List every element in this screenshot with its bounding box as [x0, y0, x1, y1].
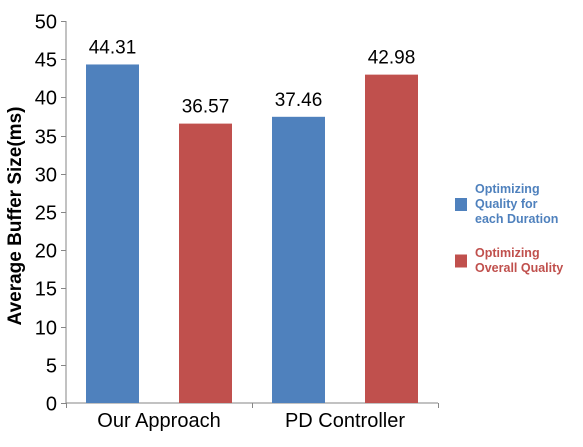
legend-item: Optimizing Overall Quality [455, 246, 563, 275]
x-category-label: Our Approach [97, 410, 220, 432]
legend-label: Optimizing Overall Quality [475, 246, 563, 275]
legend-label: Optimizing Quality for each Duration [475, 182, 558, 226]
y-tick-label: 0 [46, 394, 57, 416]
bar [86, 64, 139, 403]
bars [86, 64, 418, 404]
y-tick-label: 50 [35, 12, 57, 34]
y-tick-label: 45 [35, 50, 57, 72]
legend-swatch [455, 198, 467, 211]
bar [272, 116, 325, 403]
x-category-label: PD Controller [285, 410, 405, 432]
y-axis-ticks: 0 5 10 15 20 25 30 35 40 45 50 [35, 12, 66, 416]
x-axis-categories: Our Approach PD Controller [97, 410, 405, 432]
legend: Optimizing Quality for each Duration Optimi… [455, 182, 563, 275]
y-tick-label: 5 [46, 356, 57, 378]
y-tick-label: 20 [35, 241, 57, 263]
y-tick-label: 30 [35, 165, 57, 187]
value-labels: 44.31 36.57 37.46 42.98 [89, 37, 416, 117]
bar-value-label: 36.57 [182, 97, 230, 118]
y-tick-label: 10 [35, 318, 57, 340]
bar [179, 123, 232, 404]
legend-swatch [455, 254, 467, 268]
bar-value-label: 37.46 [275, 90, 323, 111]
y-tick-label: 25 [35, 203, 57, 225]
y-tick-label: 40 [35, 88, 57, 110]
legend-item: Optimizing Quality for each Duration [455, 182, 558, 226]
bar-value-label: 42.98 [368, 48, 416, 69]
y-tick-label: 15 [35, 279, 57, 301]
bar-value-label: 44.31 [89, 37, 137, 58]
bar [365, 74, 418, 403]
y-axis-title: Average Buffer Size(ms) [5, 107, 26, 326]
y-tick-label: 35 [35, 127, 57, 149]
